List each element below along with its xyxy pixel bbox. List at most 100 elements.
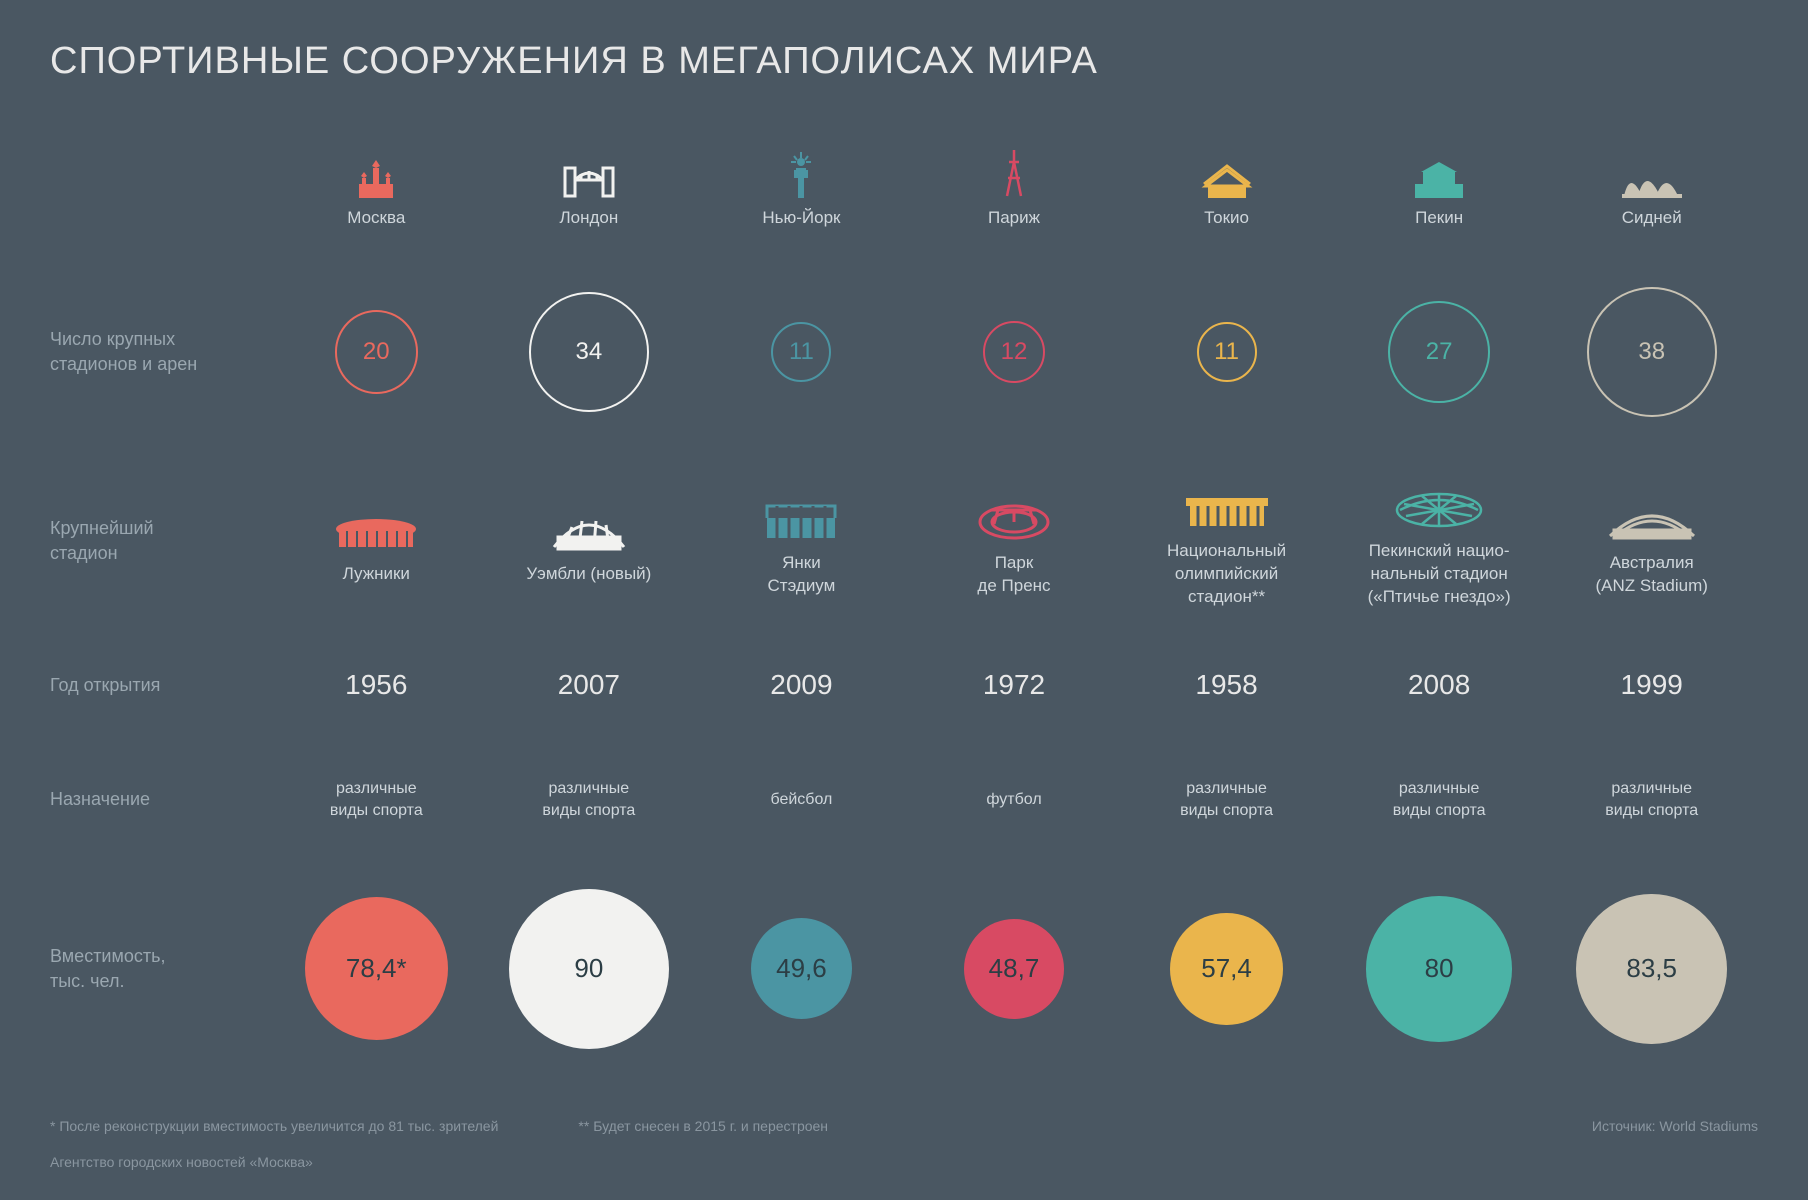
stadium-icon (1180, 473, 1274, 528)
city-0: Москва (270, 133, 483, 243)
purpose-cell-2: бейсбол (695, 750, 908, 850)
count-cell-0: 20 (270, 262, 483, 442)
purpose-value: бейсбол (770, 789, 832, 811)
capacity-cell-4: 57,4 (1120, 869, 1333, 1069)
purpose-cell-0: различные виды спорта (270, 750, 483, 850)
count-ring: 11 (1197, 322, 1257, 382)
year-cell-2: 2009 (695, 640, 908, 730)
row-label-year: Год открытия (50, 640, 270, 730)
stadium-icon (544, 496, 634, 551)
row-label-purpose: Назначение (50, 750, 270, 850)
count-cell-5: 27 (1333, 262, 1546, 442)
year-value: 1972 (983, 669, 1045, 701)
purpose-value: различные виды спорта (1605, 778, 1698, 821)
purpose-cell-3: футбол (908, 750, 1121, 850)
count-cell-1: 34 (483, 262, 696, 442)
capacity-cell-6: 83,5 (1545, 869, 1758, 1069)
capacity-circle: 48,7 (964, 919, 1064, 1019)
stadium-name: Лужники (343, 563, 410, 586)
stadium-cell-6: Австралия (ANZ Stadium) (1545, 461, 1758, 621)
purpose-value: различные виды спорта (330, 778, 423, 821)
stadium-icon (974, 485, 1054, 540)
capacity-cell-0: 78,4* (270, 869, 483, 1069)
capacity-cell-5: 80 (1333, 869, 1546, 1069)
city-name: Пекин (1415, 208, 1463, 228)
stadium-name: Австралия (ANZ Stadium) (1595, 552, 1707, 598)
count-ring: 34 (529, 292, 649, 412)
stadium-icon (331, 496, 421, 551)
city-landmark-icon (1200, 148, 1254, 198)
stadium-icon (759, 485, 843, 540)
year-cell-6: 1999 (1545, 640, 1758, 730)
purpose-value: различные виды спорта (1393, 778, 1486, 821)
count-cell-6: 38 (1545, 262, 1758, 442)
row-label-capacity: Вместимость, тыс. чел. (50, 869, 270, 1069)
year-value: 2007 (558, 669, 620, 701)
city-6: Сидней (1545, 133, 1758, 243)
infographic-grid: Москва Лондон Нью-Йорк Париж Токио Пекин… (50, 133, 1758, 1088)
capacity-circle: 57,4 (1170, 913, 1283, 1026)
stadium-cell-3: Парк де Пренс (908, 461, 1121, 621)
purpose-cell-5: различные виды спорта (1333, 750, 1546, 850)
source: Источник: World Stadiums (1592, 1118, 1758, 1134)
purpose-cell-4: различные виды спорта (1120, 750, 1333, 850)
stadium-name: Янки Стэдиум (768, 552, 836, 598)
city-4: Токио (1120, 133, 1333, 243)
capacity-cell-3: 48,7 (908, 869, 1121, 1069)
capacity-circle: 90 (509, 889, 669, 1049)
footnotes: * После реконструкции вместимость увелич… (50, 1118, 1758, 1134)
city-name: Нью-Йорк (762, 208, 840, 228)
city-5: Пекин (1333, 133, 1546, 243)
year-cell-1: 2007 (483, 640, 696, 730)
count-ring: 11 (771, 322, 831, 382)
capacity-circle: 80 (1366, 896, 1511, 1041)
stadium-cell-5: Пекинский нацио- нальный стадион («Птичь… (1333, 461, 1546, 621)
agency-credit: Агентство городских новостей «Москва» (50, 1154, 1758, 1170)
city-landmark-icon (1409, 148, 1469, 198)
year-value: 1958 (1195, 669, 1257, 701)
city-1: Лондон (483, 133, 696, 243)
purpose-cell-1: различные виды спорта (483, 750, 696, 850)
year-value: 2009 (770, 669, 832, 701)
count-ring: 38 (1587, 287, 1717, 417)
count-cell-3: 12 (908, 262, 1121, 442)
city-landmark-icon (353, 148, 399, 198)
year-value: 1999 (1621, 669, 1683, 701)
city-2: Нью-Йорк (695, 133, 908, 243)
purpose-value: различные виды спорта (1180, 778, 1273, 821)
footnote-1: * После реконструкции вместимость увелич… (50, 1118, 498, 1134)
page-title: СПОРТИВНЫЕ СООРУЖЕНИЯ В МЕГАПОЛИСАХ МИРА (50, 40, 1758, 83)
purpose-cell-6: различные виды спорта (1545, 750, 1758, 850)
capacity-cell-1: 90 (483, 869, 696, 1069)
count-ring: 27 (1388, 301, 1489, 402)
stadium-icon (1392, 473, 1486, 528)
row-label-count: Число крупных стадионов и арен (50, 262, 270, 442)
count-cell-2: 11 (695, 262, 908, 442)
capacity-cell-2: 49,6 (695, 869, 908, 1069)
year-value: 2008 (1408, 669, 1470, 701)
stadium-icon (1604, 485, 1700, 540)
stadium-cell-1: Уэмбли (новый) (483, 461, 696, 621)
stadium-cell-4: Национальный олимпийский стадион** (1120, 461, 1333, 621)
purpose-value: различные виды спорта (542, 778, 635, 821)
city-landmark-icon (997, 148, 1031, 198)
purpose-value: футбол (986, 789, 1041, 811)
stadium-name: Пекинский нацио- нальный стадион («Птичь… (1368, 540, 1511, 609)
row-label-stadium: Крупнейший стадион (50, 461, 270, 621)
city-name: Сидней (1622, 208, 1682, 228)
stadium-name: Уэмбли (новый) (526, 563, 651, 586)
count-ring: 12 (983, 321, 1046, 384)
city-name: Париж (988, 208, 1040, 228)
year-cell-0: 1956 (270, 640, 483, 730)
capacity-circle: 49,6 (751, 918, 852, 1019)
year-cell-5: 2008 (1333, 640, 1546, 730)
city-name: Москва (347, 208, 405, 228)
capacity-circle: 83,5 (1576, 894, 1727, 1045)
stadium-cell-2: Янки Стэдиум (695, 461, 908, 621)
city-name: Токио (1204, 208, 1249, 228)
footnote-2: ** Будет снесен в 2015 г. и перестроен (578, 1118, 828, 1134)
stadium-name: Национальный олимпийский стадион** (1167, 540, 1286, 609)
city-landmark-icon (784, 148, 818, 198)
city-3: Париж (908, 133, 1121, 243)
count-cell-4: 11 (1120, 262, 1333, 442)
